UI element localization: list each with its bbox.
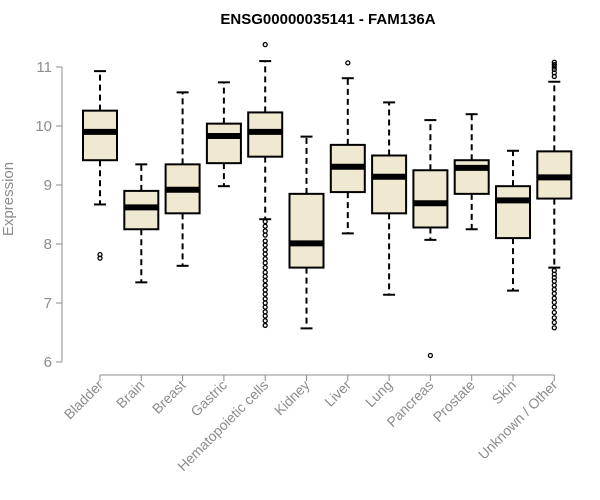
x-tick-label: Lung [362,377,395,410]
x-tick-label: Bladder [61,377,107,423]
outlier-point [551,295,557,301]
x-tick-label: Liver [321,377,354,410]
outlier-point [551,315,557,321]
box-group [82,41,573,359]
y-axis: 6 7 8 9 10 11 [35,59,63,371]
outlier-point [551,299,557,306]
outlier-point [262,218,268,225]
box-gastric [205,81,242,188]
outlier-point [427,352,434,359]
outlier-point [551,325,557,331]
x-tick-label: Prostate [430,377,478,425]
outlier-point [262,238,268,244]
box-iqr [412,169,449,229]
y-tick-label: 11 [36,59,52,76]
outlier-point [262,223,268,229]
outlier-point [262,318,268,324]
outlier-point [551,59,557,65]
box-kidney [288,135,325,330]
box-iqr [288,192,325,269]
x-tick-label: Kidney [271,377,313,419]
outlier-point [551,282,557,288]
outlier-point [551,319,557,326]
outlier-point [551,64,557,70]
box-iqr [371,154,408,215]
outlier-point [551,61,557,68]
outlier-point [551,290,557,297]
chart-title: ENSG00000035141 - FAM136A [220,11,435,28]
box-liver [329,60,366,235]
outlier-point [262,264,268,271]
box-hematopoietic-cells [247,41,284,329]
outlier-point [262,242,268,248]
outlier-point [262,313,268,319]
outlier-point [262,291,268,297]
box-lung [371,101,408,296]
x-tick-label: Skin [489,377,520,408]
outlier-point [262,41,268,48]
outlier-point [262,247,268,253]
outlier-point [551,304,557,310]
y-tick-label: 8 [44,236,52,253]
outlier-point [551,286,557,293]
outlier-point [551,309,557,316]
outlier-point [262,304,268,310]
outlier-point [262,228,268,234]
outlier-point [262,282,268,288]
outlier-point [262,260,268,266]
box-iqr [495,185,531,240]
y-tick-label: 10 [35,118,52,135]
box-iqr [205,122,242,165]
outlier-point [262,251,268,257]
outlier-point [262,269,268,275]
box-brain [123,163,160,284]
outlier-point [262,322,268,329]
y-tick-label: 6 [44,354,52,371]
x-tick-label: Breast [149,377,189,417]
outlier-point [262,287,268,293]
outlier-point [262,256,268,262]
outlier-point [97,251,103,258]
y-tick-label: 9 [44,177,52,194]
outlier-point [551,278,557,284]
outlier-point [262,296,268,302]
outlier-point [345,60,351,66]
box-pancreas [412,119,449,359]
outlier-point [262,277,268,284]
outlier-point [262,300,268,306]
box-breast [164,91,201,267]
box-prostate [453,113,490,231]
x-tick-label: Brain [113,377,147,411]
outlier-point [262,232,268,238]
box-iqr [82,109,118,162]
outlier-point [262,273,268,280]
box-unknown-other [536,59,573,331]
outlier-point [551,73,557,80]
outlier-point [262,309,268,315]
box-bladder [82,70,118,261]
y-axis-label: Expression [0,162,17,236]
box-skin [495,149,531,292]
y-tick-label: 7 [44,295,52,312]
